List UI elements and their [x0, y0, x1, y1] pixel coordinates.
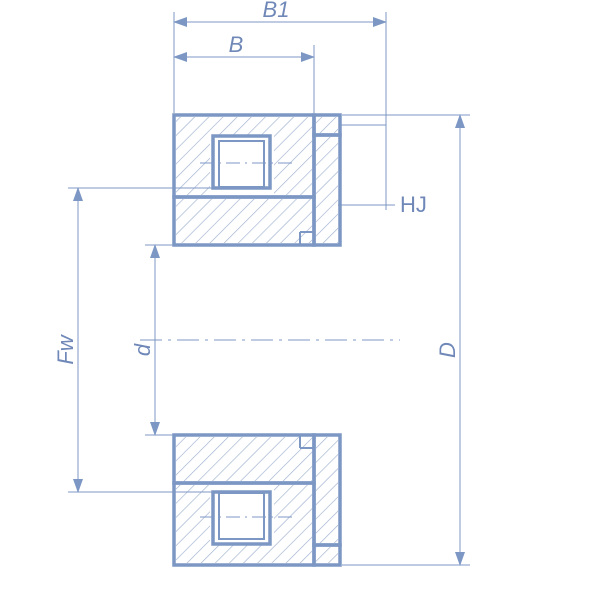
label-b: B — [229, 32, 244, 57]
label-hj: HJ — [400, 192, 427, 217]
label-fw: Fw — [53, 333, 78, 364]
bearing-cross-section-drawing: B B1 HJ D d Fw — [0, 0, 600, 600]
label-d-upper: D — [435, 342, 460, 358]
label-b1: B1 — [263, 0, 290, 22]
label-d-lower: d — [130, 343, 155, 356]
